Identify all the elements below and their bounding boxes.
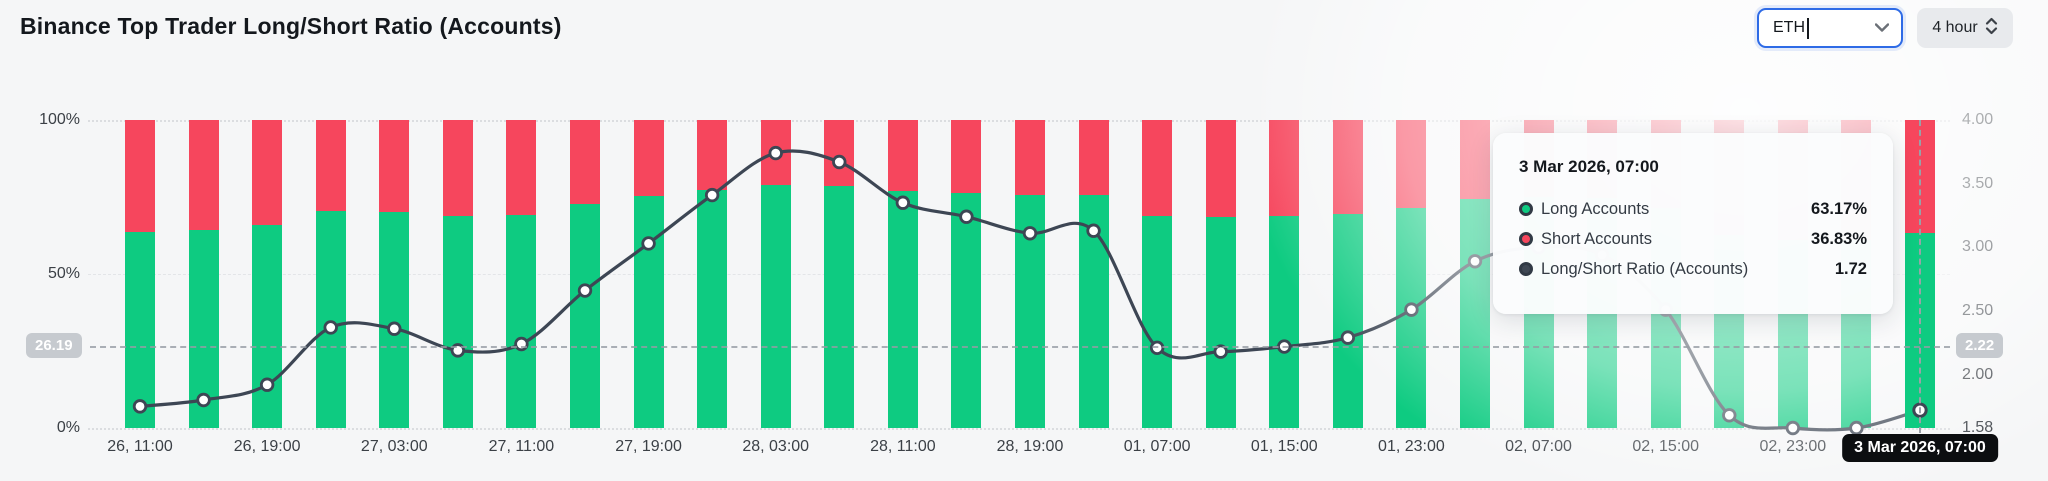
text-cursor	[1807, 17, 1809, 39]
chevron-down-icon[interactable]	[1874, 19, 1890, 37]
tooltip-title: 3 Mar 2026, 07:00	[1519, 157, 1659, 176]
symbol-combobox[interactable]: ETH	[1757, 8, 1903, 48]
ratio-dot-icon	[1519, 262, 1533, 276]
crosshair-date-label: 3 Mar 2026, 07:00	[1842, 434, 1998, 462]
tooltip-row-ratio: Long/Short Ratio (Accounts) 1.72	[1519, 254, 1867, 284]
crosshair-line	[1918, 120, 1921, 433]
long-accounts-dot-icon	[1519, 202, 1533, 216]
tooltip-row-long: Long Accounts 63.17%	[1519, 194, 1867, 224]
current-value-dashed-line	[90, 346, 1950, 348]
symbol-input-value[interactable]: ETH	[1773, 19, 1805, 36]
chart-controls: ETH 4 hour	[1757, 8, 2013, 48]
tooltip-row-short: Short Accounts 36.83%	[1519, 224, 1867, 254]
interval-select[interactable]: 4 hour	[1917, 8, 2013, 48]
interval-select-value: 4 hour	[1932, 19, 1978, 36]
short-accounts-dot-icon	[1519, 232, 1533, 246]
tooltip-label: Long Accounts	[1541, 199, 1650, 218]
tooltip-label: Long/Short Ratio (Accounts)	[1541, 259, 1749, 278]
right-axis-value-badge: 2.22	[1956, 333, 2004, 358]
tooltip-value: 63.17%	[1811, 199, 1867, 218]
tooltip-value: 36.83%	[1811, 229, 1867, 248]
left-axis-value-badge: 26.19	[26, 333, 82, 358]
chart-tooltip: 3 Mar 2026, 07:00 Long Accounts 63.17% S…	[1493, 133, 1893, 314]
unfold-more-icon	[1985, 16, 1998, 41]
tooltip-value: 1.72	[1834, 259, 1867, 278]
tooltip-label: Short Accounts	[1541, 229, 1652, 248]
